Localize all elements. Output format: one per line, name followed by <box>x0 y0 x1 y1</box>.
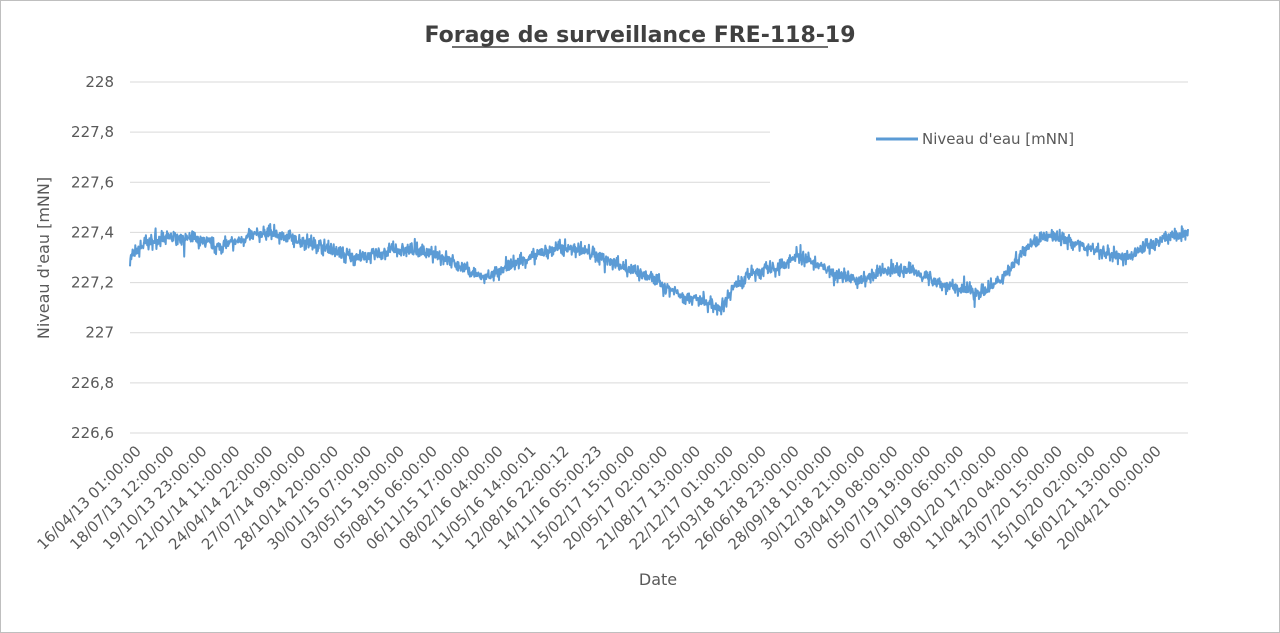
y-tick-label: 226,8 <box>71 374 114 392</box>
series-line-water-level <box>129 223 1189 316</box>
y-tick-label: 227 <box>85 324 114 342</box>
x-axis-label: Date <box>639 570 677 589</box>
y-tick-label: 227,8 <box>71 123 114 141</box>
y-tick-label: 227,6 <box>71 173 114 191</box>
y-tick-label: 227,4 <box>71 223 114 241</box>
y-axis-label: Niveau d'eau [mNN] <box>34 177 53 339</box>
legend-label-water-level: Niveau d'eau [mNN] <box>922 130 1074 148</box>
y-tick-labels: 226,6 226,8 227 227,2 227,4 227,6 227,8 228 <box>71 73 114 442</box>
y-tick-label: 228 <box>85 73 114 91</box>
series-group <box>129 223 1189 316</box>
legend: Niveau d'eau [mNN] <box>770 100 1188 190</box>
legend-background <box>770 100 1188 190</box>
chart-title: Forage de surveillance FRE-118-19 <box>424 23 855 48</box>
y-tick-label: 226,6 <box>71 424 114 442</box>
y-tick-label: 227,2 <box>71 274 114 292</box>
